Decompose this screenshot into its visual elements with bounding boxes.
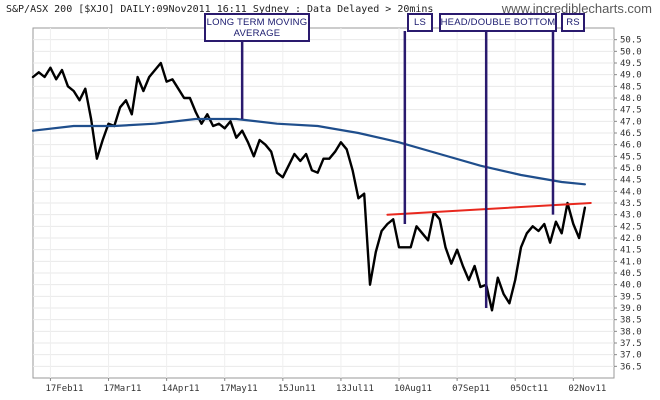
annotation-label-ls: LS bbox=[414, 17, 426, 28]
y-tick-label: 42.5 bbox=[620, 222, 642, 232]
annotation-box-head bbox=[439, 13, 557, 32]
annotation-box-ma bbox=[204, 13, 310, 42]
y-tick-label: 38.0 bbox=[620, 327, 642, 337]
y-tick-label: 37.5 bbox=[620, 339, 642, 349]
annotation-label-ma: LONG TERM MOVING bbox=[207, 17, 308, 28]
y-tick-label: 49.0 bbox=[620, 71, 642, 81]
y-tick-label: 43.5 bbox=[620, 199, 642, 209]
y-tick-label: 46.5 bbox=[620, 129, 642, 139]
y-tick-label: 45.0 bbox=[620, 164, 642, 174]
y-tick-label: 50.0 bbox=[620, 47, 642, 57]
x-tick-label: 15Jun11 bbox=[278, 384, 316, 394]
annotation-label-head: HEAD/DOUBLE BOTTOM bbox=[441, 17, 556, 28]
y-tick-label: 44.5 bbox=[620, 176, 642, 186]
chart-title: S&P/ASX 200 [$XJO] DAILY:09Nov2011 16:11… bbox=[6, 4, 433, 15]
annotation-box-ls bbox=[407, 13, 433, 32]
y-tick-label: 41.5 bbox=[620, 246, 642, 256]
y-tick-label: 46.0 bbox=[620, 141, 642, 151]
watermark: www.incrediblecharts.com bbox=[501, 1, 652, 16]
x-tick-label: 13Jul11 bbox=[336, 384, 374, 394]
x-tick-label: 07Sep11 bbox=[452, 384, 490, 394]
y-axis: 36.537.0 37.5 38.038.5 39.0 39.540.0 40.5 41.0… bbox=[614, 36, 642, 372]
series-line-trendline bbox=[386, 202, 592, 216]
y-tick-label: 42.0 bbox=[620, 234, 642, 244]
x-tick-label: 14Apr11 bbox=[162, 384, 200, 394]
y-tick-label: 43.0 bbox=[620, 211, 642, 221]
annotation-box-rs bbox=[561, 13, 585, 32]
x-tick-label: 10Aug11 bbox=[394, 384, 432, 394]
series-lines bbox=[31, 61, 592, 312]
x-axis: 17Feb11 17Mar11 14Apr11 17May11 15Jun11 13Jul… bbox=[45, 378, 606, 394]
x-tick-label: 02Nov11 bbox=[568, 384, 606, 394]
y-tick-label: 40.5 bbox=[620, 269, 642, 279]
y-tick-label: 48.0 bbox=[620, 94, 642, 104]
series-line-moving-average bbox=[31, 117, 587, 186]
x-tick-label: 05Oct11 bbox=[510, 384, 548, 394]
y-tick-label: 50.5 bbox=[620, 36, 642, 46]
grid bbox=[33, 28, 614, 378]
y-tick-label: 47.0 bbox=[620, 117, 642, 127]
y-tick-label: 38.5 bbox=[620, 316, 642, 326]
annotation-label-rs: RS bbox=[566, 17, 580, 28]
x-tick-label: 17May11 bbox=[220, 384, 258, 394]
x-tick-label: 17Mar11 bbox=[104, 384, 142, 394]
y-tick-label: 39.0 bbox=[620, 304, 642, 314]
plot-area: 36.537.0 37.5 38.038.5 39.0 39.540.0 40.5 41.0… bbox=[31, 13, 642, 394]
y-tick-label: 39.5 bbox=[620, 292, 642, 302]
y-tick-label: 48.5 bbox=[620, 82, 642, 92]
y-tick-label: 37.0 bbox=[620, 351, 642, 361]
x-tick-label: 17Feb11 bbox=[45, 384, 83, 394]
y-tick-label: 44.0 bbox=[620, 187, 642, 197]
y-tick-label: 41.0 bbox=[620, 257, 642, 267]
y-tick-label: 36.5 bbox=[620, 362, 642, 372]
y-tick-label: 45.5 bbox=[620, 152, 642, 162]
y-tick-label: 47.5 bbox=[620, 106, 642, 116]
y-tick-label: 40.0 bbox=[620, 281, 642, 291]
y-tick-label: 49.5 bbox=[620, 59, 642, 69]
annotation-label-ma: AVERAGE bbox=[234, 28, 281, 39]
series-line-price bbox=[31, 61, 587, 312]
